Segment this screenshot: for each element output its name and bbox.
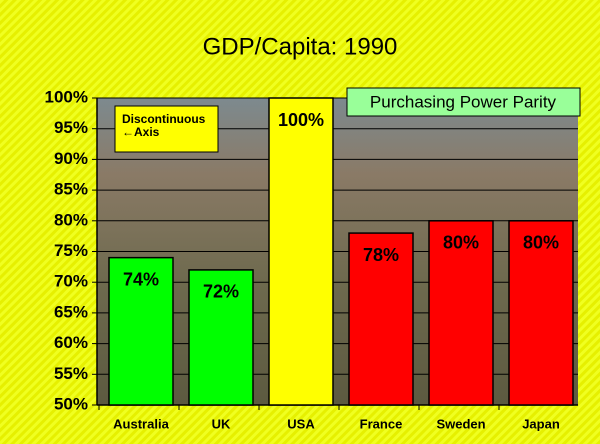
x-tick-label: Japan	[522, 416, 560, 431]
page: GDP/Capita: 1990 50% 55% 60% 65% 70% 75% 80% 85…	[0, 0, 600, 444]
value-label: 74%	[123, 269, 159, 289]
y-tick-label: 80%	[54, 210, 88, 229]
x-tick-label: USA	[287, 416, 315, 431]
value-label: 72%	[203, 282, 239, 302]
y-tick-label: 75%	[54, 241, 88, 260]
y-tick-label: 85%	[54, 180, 88, 199]
chart: GDP/Capita: 1990 50% 55% 60% 65% 70% 75% 80% 85…	[0, 0, 600, 444]
value-label: 80%	[443, 233, 479, 253]
x-tick-label: Australia	[113, 416, 169, 431]
y-tick-label: 90%	[54, 149, 88, 168]
annotation-text: ←Axis	[122, 125, 160, 139]
annotation-text: Purchasing Power Parity	[370, 92, 557, 111]
x-tick-label: UK	[212, 416, 231, 431]
y-tick-label: 65%	[54, 302, 88, 321]
y-tick-label: 70%	[54, 272, 88, 291]
y-tick-label: 100%	[45, 87, 88, 106]
value-label: 80%	[523, 233, 559, 253]
annotation-text: Discontinuous	[122, 112, 206, 126]
value-label: 78%	[363, 245, 399, 265]
y-tick-label: 60%	[54, 333, 88, 352]
x-tick-label: Sweden	[436, 416, 485, 431]
chart-title: GDP/Capita: 1990	[203, 33, 398, 60]
x-tick-label: France	[360, 416, 403, 431]
y-tick-label: 95%	[54, 118, 88, 137]
y-tick-label: 50%	[54, 394, 88, 413]
y-tick-label: 55%	[54, 364, 88, 383]
value-label: 100%	[278, 110, 324, 130]
bar	[269, 98, 333, 405]
